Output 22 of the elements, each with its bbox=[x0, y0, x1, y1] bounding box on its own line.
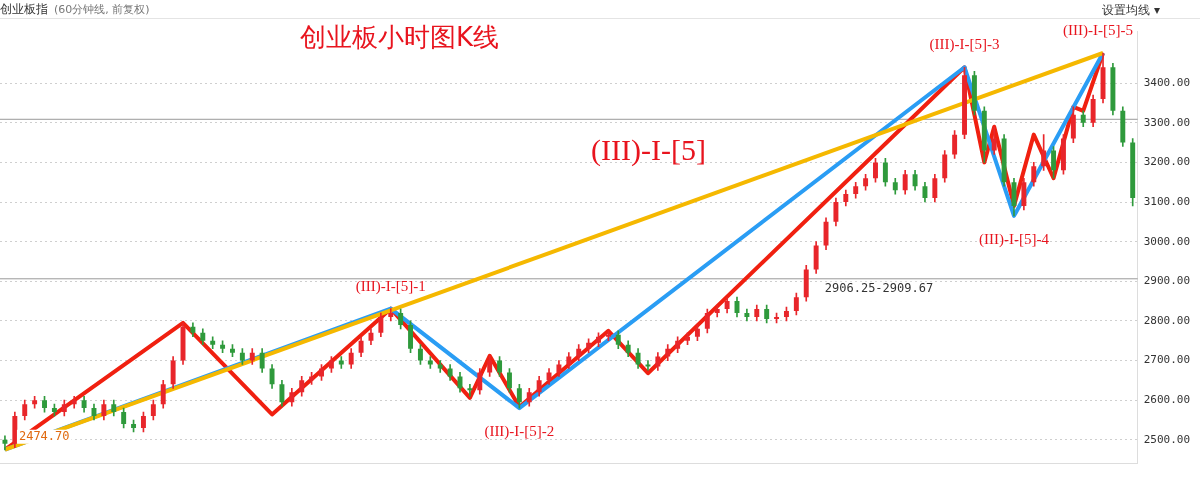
y-tick-label: 2800.00 bbox=[1143, 313, 1190, 327]
text: 设置均线 ▾ bbox=[1102, 2, 1160, 19]
annotation: (III)-I-[5]-2 bbox=[484, 423, 555, 441]
chart-subtitle: (60分钟线, 前复权) bbox=[54, 3, 150, 16]
y-tick-label: 2500.00 bbox=[1143, 432, 1190, 446]
chart-title: 创业板指 bbox=[0, 2, 48, 16]
y-tick-label: 2700.00 bbox=[1143, 353, 1190, 367]
annotation: (III)-I-[5]-3 bbox=[929, 36, 1000, 54]
y-tick-label: 3400.00 bbox=[1143, 75, 1190, 89]
ref-line-label: 2906.25-2909.67 bbox=[824, 280, 934, 295]
annotation: 创业板小时图K线 bbox=[300, 21, 500, 54]
y-tick-label: 3300.00 bbox=[1143, 115, 1190, 129]
annotation: (III)-I-[5]-5 bbox=[1063, 21, 1133, 39]
y-tick-label: 2600.00 bbox=[1143, 393, 1190, 407]
annotation: 2474.70 bbox=[18, 428, 70, 443]
annotation: (III)-I-[5] bbox=[591, 133, 706, 168]
y-tick-label: 3000.00 bbox=[1143, 234, 1190, 248]
annotation: (III)-I-[5]-1 bbox=[355, 277, 426, 295]
annotation: (III)-I-[5]-4 bbox=[979, 230, 1050, 248]
y-tick-label: 2900.00 bbox=[1143, 274, 1190, 288]
y-tick-label: 3200.00 bbox=[1143, 155, 1190, 169]
y-tick-label: 3100.00 bbox=[1143, 194, 1190, 208]
